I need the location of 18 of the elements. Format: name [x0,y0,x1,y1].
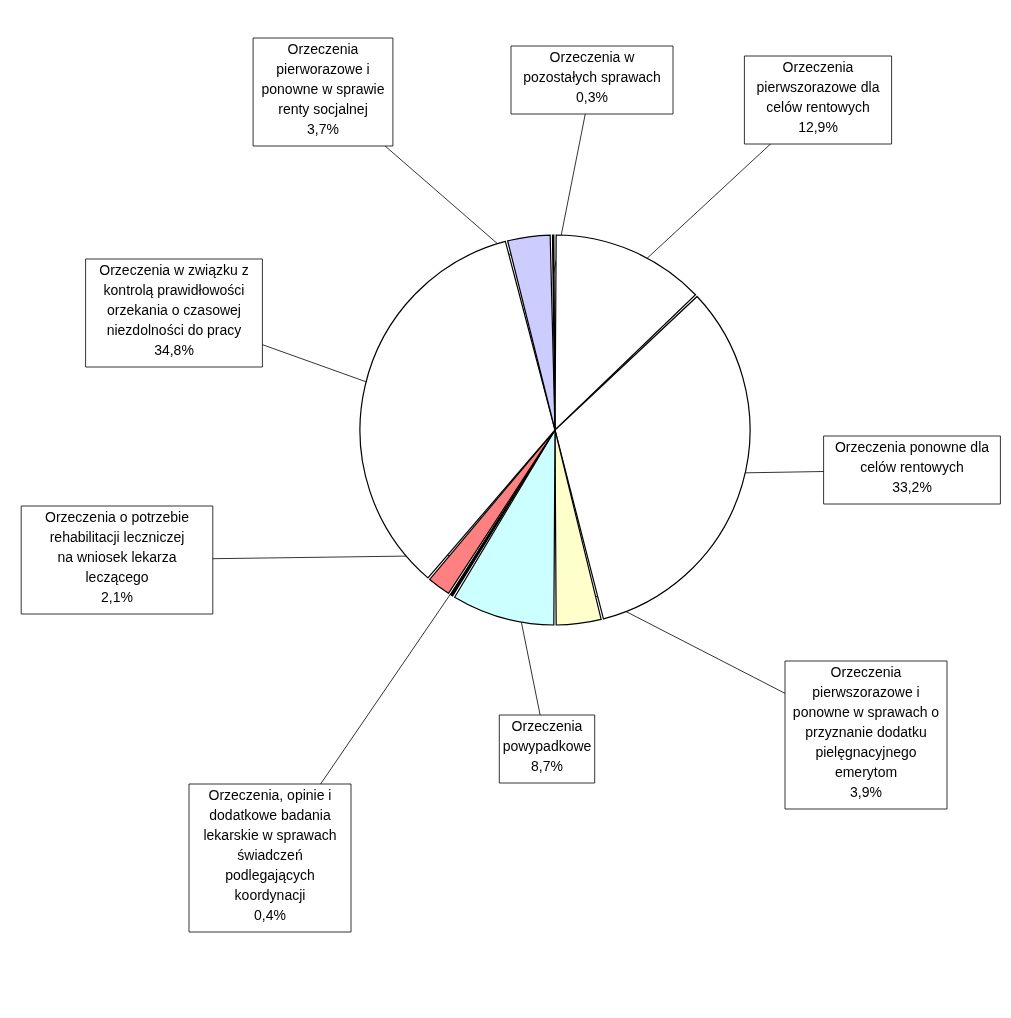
data-label: 34,8% [154,342,194,358]
slice-label: Orzeczenia powypadkowe [502,718,592,754]
data-label: 33,2% [892,479,932,495]
slice-label: Orzeczenia pierwszorazowe i ponowne w sprawach o przyznanie dodatku pielęgnacyjnego emerytom [792,664,940,780]
data-label: 12,9% [798,119,838,135]
data-label: 3,9% [850,784,882,800]
slice-label: Orzeczenia ponowne dla celów rentowych [834,439,990,475]
data-label: 0,3% [576,89,608,105]
slice-label: Orzeczenia, opinie i dodatkowe badania lekarskie w sprawach świadczeń podlegających koordynacji [203,787,337,903]
slice-label: Orzeczenia pierwszorazowe dla celów rentowych [756,59,880,115]
slice-label: Orzeczenia w związku z kontrolą prawidłowości orzekania o czasowej niezdolności do pracy [99,262,249,338]
data-label: 3,7% [307,121,339,137]
data-label: 2,1% [101,589,133,605]
data-label: 0,4% [254,907,286,923]
slice-label: Orzeczenia w pozostałych sprawach [523,49,661,85]
slice-label: Orzeczenia o potrzebie rehabilitacji leczniczej na wniosek lekarza leczącego [45,509,190,585]
slice-label: Orzeczenia pierworazowe i ponowne w sprawie renty socjalnej [261,41,385,117]
data-label: 8,7% [531,758,563,774]
